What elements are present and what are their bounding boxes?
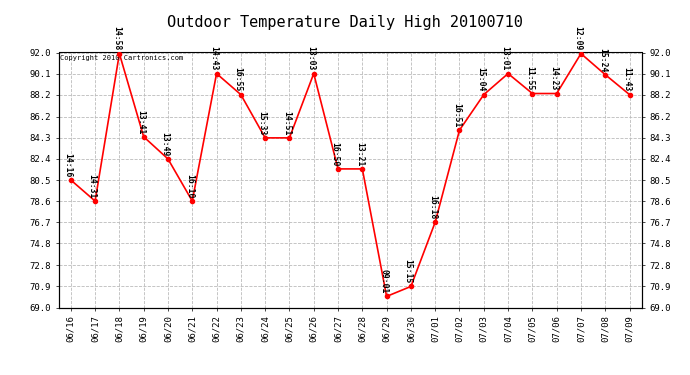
Text: 15:24: 15:24	[598, 48, 607, 72]
Text: 13:01: 13:01	[501, 46, 510, 71]
Text: Outdoor Temperature Daily High 20100710: Outdoor Temperature Daily High 20100710	[167, 15, 523, 30]
Text: 11:55: 11:55	[525, 66, 534, 91]
Text: Copyright 2010 Cartronics.com: Copyright 2010 Cartronics.com	[60, 55, 183, 61]
Text: 16:10: 16:10	[185, 174, 194, 198]
Text: 13:21: 13:21	[355, 142, 364, 166]
Text: 15:15: 15:15	[404, 259, 413, 284]
Text: 14:58: 14:58	[112, 27, 121, 51]
Text: 13:41: 13:41	[136, 110, 146, 134]
Text: 09:01: 09:01	[380, 269, 388, 294]
Text: 15:04: 15:04	[476, 68, 485, 92]
Text: 16:55: 16:55	[233, 68, 242, 92]
Text: 11:43: 11:43	[622, 68, 631, 92]
Text: 16:50: 16:50	[331, 142, 339, 166]
Text: 12:09: 12:09	[573, 27, 582, 51]
Text: 13:49: 13:49	[161, 132, 170, 156]
Text: 15:33: 15:33	[258, 111, 267, 135]
Text: 16:18: 16:18	[428, 195, 437, 219]
Text: 14:43: 14:43	[209, 46, 218, 71]
Text: 14:16: 14:16	[63, 153, 72, 177]
Text: 14:31: 14:31	[88, 174, 97, 198]
Text: 14:23: 14:23	[549, 66, 558, 91]
Text: 16:51: 16:51	[452, 103, 461, 128]
Text: 13:03: 13:03	[306, 46, 315, 71]
Text: 14:51: 14:51	[282, 111, 291, 135]
